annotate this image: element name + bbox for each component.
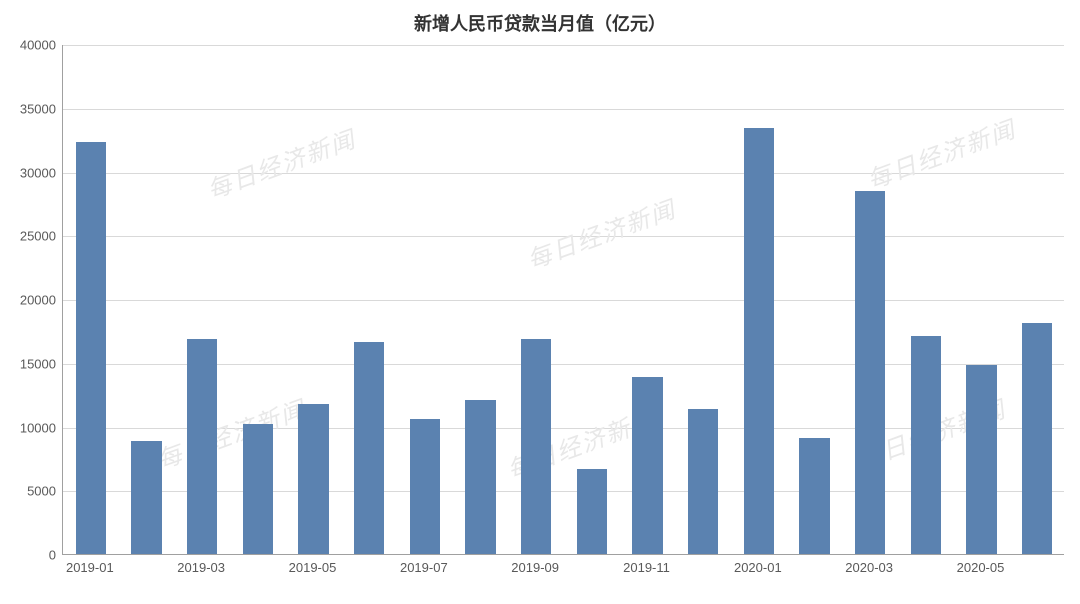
bar	[187, 339, 218, 554]
bar	[744, 128, 775, 554]
y-tick-label: 5000	[6, 484, 56, 499]
chart-title: 新增人民币贷款当月值（亿元）	[0, 10, 1080, 36]
x-tick-label: 2019-09	[511, 560, 559, 575]
x-tick-label: 2019-07	[400, 560, 448, 575]
x-tick-label: 2019-11	[623, 560, 670, 575]
x-tick-label: 2019-03	[177, 560, 225, 575]
bar	[966, 365, 997, 554]
y-tick-label: 30000	[6, 165, 56, 180]
bar	[1022, 323, 1053, 554]
bar	[76, 142, 107, 554]
bar	[855, 191, 886, 554]
x-tick-label: 2019-01	[66, 560, 114, 575]
bar	[521, 339, 552, 554]
bar	[410, 419, 441, 554]
x-tick-label: 2020-05	[957, 560, 1005, 575]
bar	[911, 336, 942, 554]
bar	[465, 400, 496, 554]
bar	[243, 424, 274, 554]
x-tick-label: 2020-03	[845, 560, 893, 575]
bar	[799, 438, 830, 554]
bar	[632, 377, 663, 554]
plot-area: 每日经济新闻每日经济新闻每日经济新闻每日经济新闻每日经济新闻每日经济新闻	[62, 45, 1064, 555]
x-tick-label: 2020-01	[734, 560, 782, 575]
y-tick-label: 25000	[6, 229, 56, 244]
y-tick-label: 15000	[6, 356, 56, 371]
bar	[298, 404, 329, 554]
y-tick-label: 35000	[6, 101, 56, 116]
y-tick-label: 10000	[6, 420, 56, 435]
y-tick-label: 0	[6, 548, 56, 563]
chart-container: 新增人民币贷款当月值（亿元） 0 5000 10000 15000 20000 25000…	[0, 0, 1080, 604]
bars-group	[63, 45, 1064, 554]
bar	[688, 409, 719, 554]
bar	[577, 469, 608, 554]
x-tick-label: 2019-05	[289, 560, 337, 575]
bar	[354, 342, 385, 554]
bar	[131, 441, 162, 554]
y-tick-label: 40000	[6, 38, 56, 53]
y-tick-label: 20000	[6, 293, 56, 308]
